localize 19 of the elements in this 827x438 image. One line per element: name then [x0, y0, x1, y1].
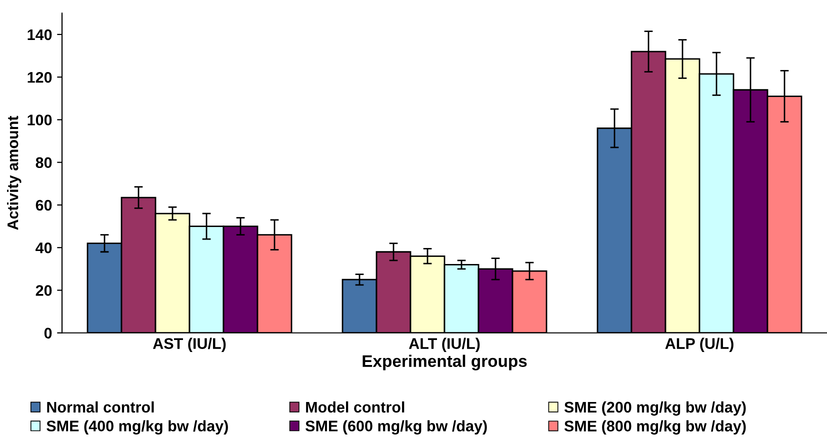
legend-label: Normal control — [47, 401, 154, 413]
x-axis-title: Experimental groups — [362, 354, 527, 370]
legend-label: SME (400 mg/kg bw /day) — [46, 420, 228, 435]
x-tick-label: ALP (U/L) — [665, 338, 734, 352]
x-tick-label: ALT (IU/L) — [408, 338, 480, 352]
y-tick-label: 40 — [36, 242, 52, 254]
legend-label: Model control — [306, 401, 404, 413]
y-tick-label: 80 — [36, 157, 52, 168]
y-axis-title: Activity amount — [7, 116, 22, 230]
legend-label: SME (600 mg/kg bw /day) — [306, 420, 487, 435]
y-tick-label: 20 — [36, 285, 52, 296]
legend-label: SME (800 mg/kg bw /day) — [564, 420, 746, 435]
legend-label: SME (200 mg/kg bw /day) — [564, 401, 746, 416]
y-tick-label: 100 — [28, 114, 52, 126]
y-tick-label: 0 — [44, 328, 52, 339]
x-tick-label: AST (IU/L) — [152, 338, 226, 352]
y-tick-label: 120 — [28, 72, 52, 83]
y-tick-label: 140 — [28, 29, 52, 40]
y-tick-label: 60 — [36, 200, 52, 211]
